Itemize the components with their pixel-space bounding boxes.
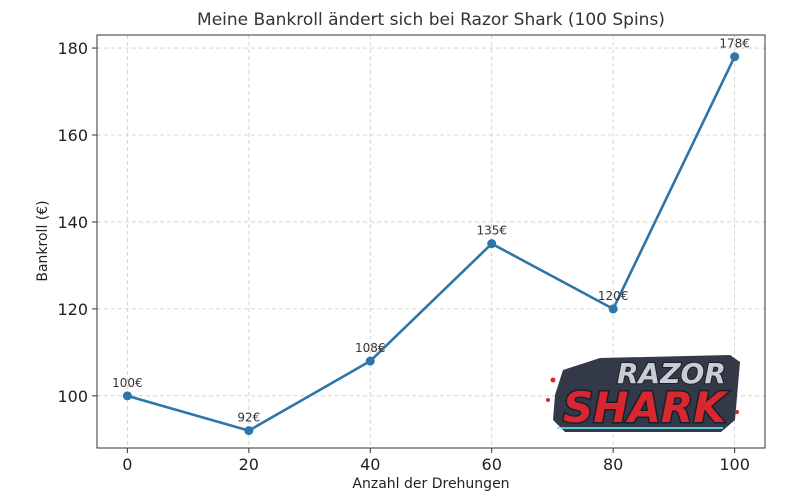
y-axis-label: Bankroll (€)	[35, 200, 51, 281]
data-label: 120€	[598, 289, 629, 303]
x-tick-label: 0	[122, 455, 132, 474]
logo-splatter-dot	[735, 410, 739, 414]
series-line	[127, 56, 736, 432]
data-point	[122, 391, 132, 401]
data-point	[730, 52, 740, 62]
logo-text-shark: SHARK	[563, 383, 729, 432]
y-tick-label: 100	[57, 387, 88, 406]
data-label: 135€	[476, 224, 507, 238]
data-point	[487, 239, 497, 249]
logo-backdrop	[553, 355, 740, 432]
data-label: 100€	[112, 376, 143, 390]
x-tick-label: 40	[360, 455, 380, 474]
data-labels: 100€ 92€ 108€ 135€ 120€ 178€	[112, 37, 750, 425]
series-layer	[122, 52, 740, 436]
axis-ticks: 0 20 40 60 80 100 100 120 140 160 180	[57, 39, 749, 474]
y-tick-label: 140	[57, 213, 88, 232]
data-label: 92€	[237, 411, 260, 425]
data-point	[244, 426, 254, 436]
data-label: 108€	[355, 341, 386, 355]
logo-text-razor: RAZOR	[617, 357, 726, 390]
logo-splatter-dot	[550, 377, 556, 383]
x-tick-label: 100	[719, 455, 750, 474]
logo-splatter-dot	[546, 398, 550, 402]
y-tick-label: 120	[57, 300, 88, 319]
y-tick-label: 180	[57, 39, 88, 58]
chart-title: Meine Bankroll ändert sich bei Razor Sha…	[197, 10, 665, 30]
data-point	[365, 356, 375, 366]
plot-frame	[96, 34, 766, 449]
data-label: 178€	[719, 37, 750, 51]
x-axis-label: Anzahl der Drehungen	[352, 476, 509, 492]
x-tick-label: 60	[482, 455, 502, 474]
x-tick-label: 80	[603, 455, 623, 474]
y-tick-label: 160	[57, 126, 88, 145]
data-point	[608, 304, 618, 314]
razor-shark-logo: RAZOR SHARK	[546, 355, 740, 434]
x-tick-label: 20	[239, 455, 259, 474]
